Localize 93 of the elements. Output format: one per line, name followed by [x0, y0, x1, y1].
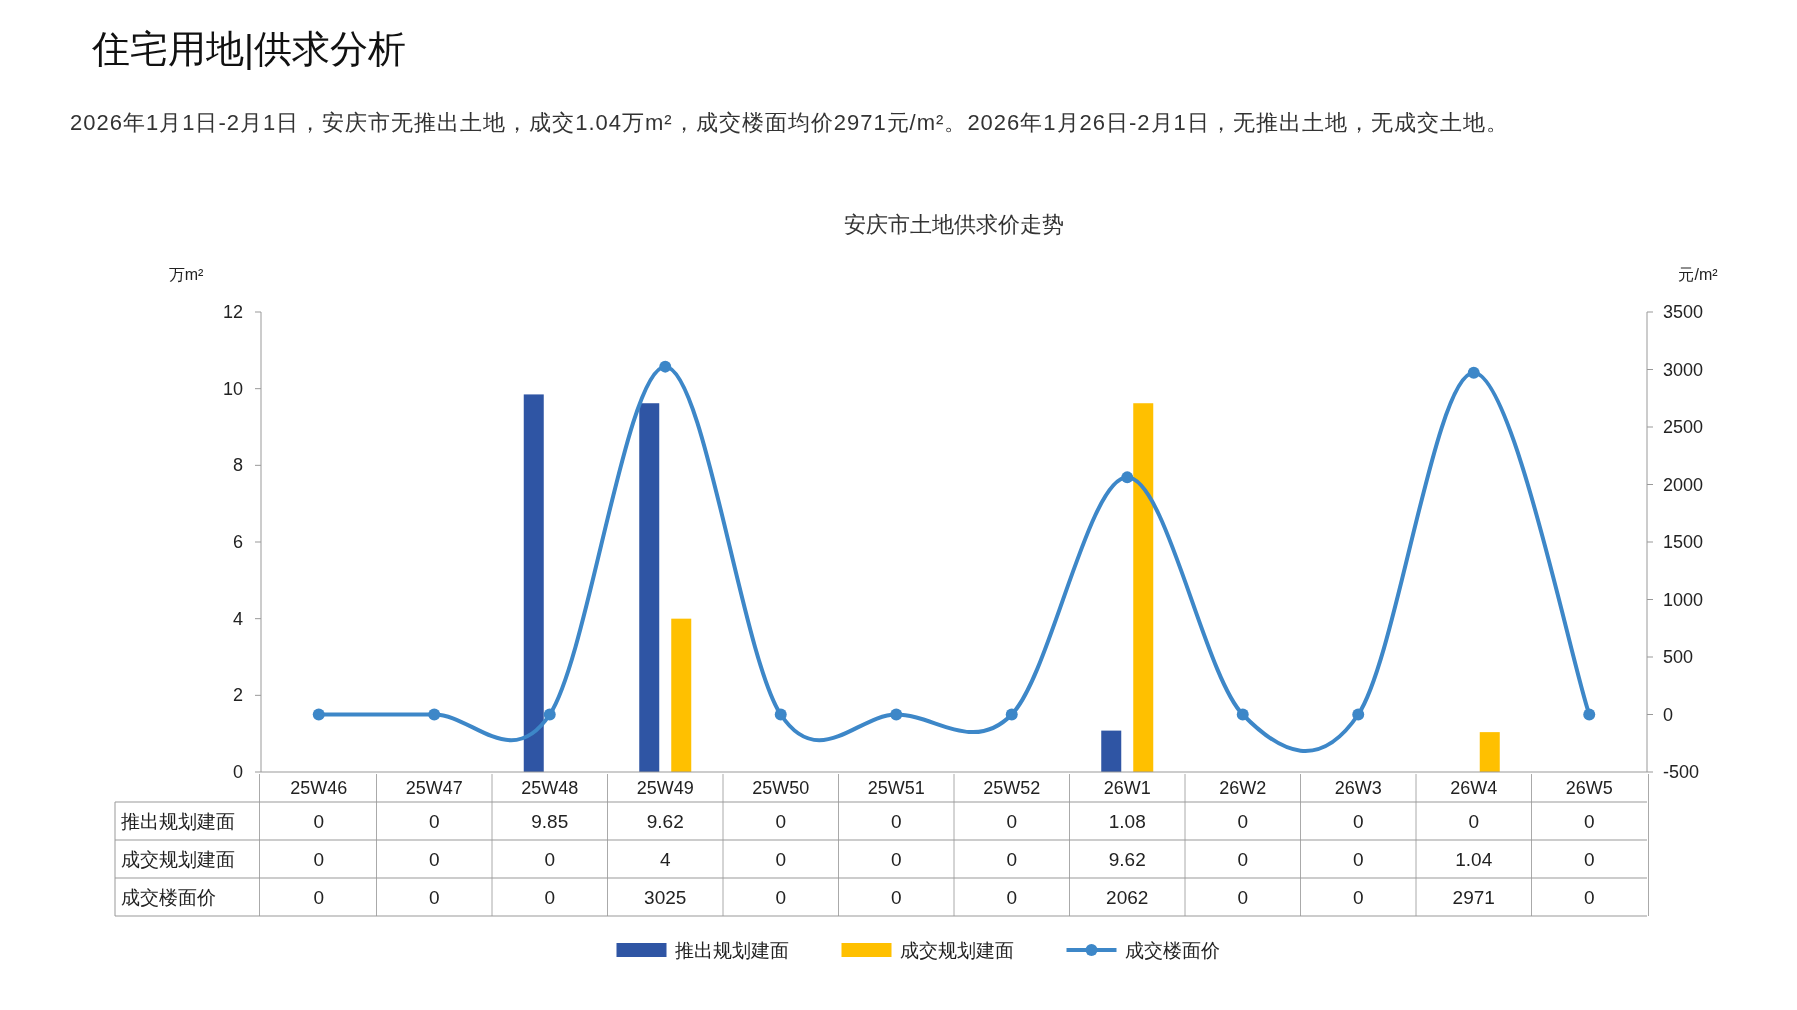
data-label: 3025	[644, 887, 687, 908]
x-tick-label: 26W5	[1565, 778, 1613, 798]
x-tick-label: 25W51	[867, 778, 925, 798]
data-label: 0	[1583, 887, 1595, 908]
point	[774, 708, 787, 721]
data-label: 0	[1237, 887, 1249, 908]
data-label: 0	[544, 887, 556, 908]
point	[1005, 708, 1018, 721]
data-label: 0	[890, 811, 902, 832]
data-label: 0	[1352, 811, 1364, 832]
data-label: 0	[544, 849, 556, 870]
data-label: 0	[1006, 887, 1018, 908]
data-label: 0	[313, 811, 325, 832]
x-tick-label: 25W52	[983, 778, 1041, 798]
x-tick-label: 25W50	[752, 778, 810, 798]
text: 成交楼面价	[121, 887, 216, 908]
data-label: 0	[1352, 887, 1364, 908]
point	[312, 708, 325, 721]
x-tick-label: 25W46	[290, 778, 348, 798]
x-tick-label: 25W48	[521, 778, 579, 798]
bar	[1479, 732, 1500, 772]
y2-tick-label: 3000	[1663, 359, 1704, 380]
data-label: 9.62	[646, 811, 684, 832]
data-label: 1.08	[1108, 811, 1146, 832]
point	[1352, 708, 1365, 721]
data-label: 2062	[1106, 887, 1149, 908]
y2-axis-title: 元/m²	[1678, 266, 1719, 283]
x-tick-label: 26W4	[1450, 778, 1498, 798]
y2-tick-label: 0	[1663, 704, 1674, 725]
data-label: 0	[428, 811, 440, 832]
point	[1583, 708, 1596, 721]
data-label: 0	[1237, 811, 1249, 832]
x-tick-label: 26W3	[1334, 778, 1382, 798]
data-label: 0	[775, 849, 787, 870]
point	[543, 708, 556, 721]
data-label: 0	[428, 887, 440, 908]
point	[1236, 708, 1249, 721]
data-label: 0	[890, 887, 902, 908]
data-label: 1.04	[1455, 849, 1493, 870]
x-tick-label: 25W49	[636, 778, 694, 798]
bar	[671, 618, 692, 772]
y-tick-label: 6	[232, 532, 243, 552]
data-label: 0	[1468, 811, 1480, 832]
legend-label: 推出规划建面	[674, 940, 789, 961]
legend-label: 成交规划建面	[899, 940, 1014, 961]
y-tick-label: 12	[222, 302, 243, 322]
data-label: 0	[1583, 811, 1595, 832]
bar	[523, 394, 544, 772]
y2-tick-label: 1500	[1663, 532, 1704, 552]
y-tick-label: 2	[232, 685, 243, 706]
data-label: 0	[1237, 849, 1249, 870]
data-label: 4	[659, 849, 671, 870]
y-tick-label: 10	[222, 378, 243, 399]
chart-title: 安庆市土地供求价走势	[844, 212, 1064, 237]
text: 成交规划建面	[121, 849, 235, 870]
bar	[1133, 403, 1154, 772]
point	[1121, 471, 1134, 484]
data-label: 0	[775, 811, 787, 832]
data-label: 0	[428, 849, 440, 870]
y-tick-label: 8	[232, 455, 243, 476]
point	[659, 360, 672, 373]
bar	[639, 403, 660, 772]
y2-tick-label: 2000	[1663, 474, 1704, 495]
y2-tick-label: 3500	[1663, 302, 1704, 322]
y-tick-label: 0	[232, 762, 243, 782]
y-tick-label: 4	[232, 608, 243, 629]
data-label: 0	[1583, 849, 1595, 870]
point	[428, 708, 441, 721]
data-label: 0	[313, 887, 325, 908]
x-tick-label: 26W2	[1219, 778, 1267, 798]
text: 推出规划建面	[121, 811, 235, 832]
point	[1467, 366, 1480, 379]
y2-tick-label: 2500	[1663, 417, 1704, 437]
data-label: 0	[1352, 849, 1364, 870]
data-label: 0	[1006, 811, 1018, 832]
legend-label: 成交楼面价	[1124, 940, 1220, 961]
data-label: 0	[1006, 849, 1018, 870]
data-label: 0	[313, 849, 325, 870]
x-tick-label: 26W1	[1103, 778, 1151, 798]
x-tick-label: 25W47	[405, 778, 463, 798]
y2-tick-label: 1000	[1663, 589, 1704, 610]
point	[890, 708, 903, 721]
y2-tick-label: -500	[1663, 762, 1700, 782]
data-label: 9.85	[531, 811, 569, 832]
data-label: 0	[775, 887, 787, 908]
y2-tick-label: 500	[1663, 647, 1694, 667]
bar	[1101, 730, 1122, 772]
text: 住宅用地|供求分析	[91, 28, 406, 70]
data-label: 0	[890, 849, 902, 870]
data-label: 2971	[1452, 887, 1495, 908]
data-label: 9.62	[1108, 849, 1146, 870]
text: 2026年1月1日-2月1日，安庆市无推出土地，成交1.04万m²，成交楼面均价2971元/m²。2026年1月26日-2月1日，无推出土地，无成交土地。	[70, 109, 1510, 137]
y-axis-title: 万m²	[168, 266, 204, 283]
